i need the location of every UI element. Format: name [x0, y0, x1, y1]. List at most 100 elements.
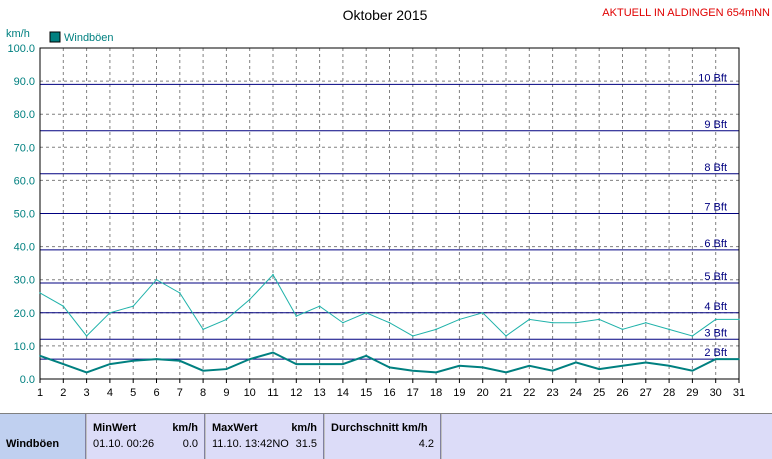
- legend-swatch: [49, 31, 61, 43]
- data-point: [458, 318, 461, 321]
- x-tick-label: 21: [500, 387, 512, 399]
- data-point: [295, 315, 298, 317]
- data-point: [691, 369, 694, 372]
- data-point: [85, 335, 88, 337]
- x-tick-label: 25: [593, 387, 605, 399]
- min-cell: MinWert km/h 01.10. 00:26 0.0: [87, 414, 205, 459]
- data-point: [179, 359, 181, 362]
- max-unit: km/h: [291, 422, 317, 434]
- y-tick-label: 20.0: [14, 308, 35, 320]
- x-tick-label: 2: [60, 387, 66, 399]
- max-date: 11.10. 13:42NO: [212, 438, 289, 450]
- x-tick-label: 5: [130, 387, 136, 399]
- empty-cell: [442, 414, 772, 459]
- x-tick-label: 20: [477, 387, 489, 399]
- beaufort-label: 8 Bft: [704, 162, 727, 174]
- y-tick-label: 10.0: [14, 341, 35, 353]
- x-tick-label: 18: [430, 387, 442, 399]
- data-point: [691, 335, 694, 337]
- data-point: [202, 328, 204, 331]
- y-tick-label: 40.0: [14, 242, 35, 254]
- data-point: [179, 292, 181, 294]
- data-point: [412, 369, 414, 372]
- data-point: [481, 312, 484, 314]
- data-point: [388, 366, 391, 369]
- data-point: [272, 351, 274, 354]
- x-tick-label: 8: [200, 387, 206, 399]
- data-point: [342, 363, 344, 365]
- x-tick-label: 30: [710, 387, 722, 399]
- data-point: [645, 361, 647, 364]
- x-tick-label: 28: [663, 387, 675, 399]
- data-point: [528, 318, 531, 321]
- legend-label: Windböen: [64, 32, 114, 44]
- beaufort-label: 10 Bft: [698, 72, 727, 84]
- data-point: [62, 305, 65, 307]
- data-point: [668, 364, 670, 367]
- data-point: [248, 298, 251, 301]
- beaufort-label: 4 Bft: [704, 301, 727, 313]
- x-tick-label: 4: [107, 387, 113, 399]
- data-point: [505, 335, 507, 337]
- beaufort-label: 9 Bft: [704, 119, 727, 131]
- y-tick-label: 50.0: [14, 209, 35, 221]
- avg-header: Durchschnitt km/h: [331, 422, 428, 434]
- data-point: [225, 368, 228, 370]
- beaufort-label: 3 Bft: [704, 327, 727, 339]
- x-tick-label: 17: [407, 387, 419, 399]
- y-tick-label: 60.0: [14, 175, 35, 187]
- min-header: MinWert: [93, 422, 137, 434]
- beaufort-label: 6 Bft: [704, 238, 727, 250]
- x-tick-label: 26: [616, 387, 628, 399]
- x-tick-label: 12: [290, 387, 302, 399]
- data-point: [621, 364, 624, 367]
- y-tick-label: 100.0: [7, 43, 35, 55]
- x-tick-label: 11: [267, 387, 278, 399]
- data-point: [109, 312, 111, 314]
- data-point: [109, 363, 111, 365]
- x-tick-label: 24: [570, 387, 582, 399]
- x-tick-label: 19: [453, 387, 465, 399]
- data-point: [365, 355, 368, 357]
- min-date: 01.10. 00:26: [93, 438, 155, 450]
- y-tick-label: 80.0: [14, 109, 35, 121]
- data-point: [342, 321, 344, 324]
- min-unit: km/h: [172, 422, 198, 434]
- x-tick-label: 14: [337, 387, 349, 399]
- x-tick-label: 15: [360, 387, 372, 399]
- x-tick-label: 9: [223, 387, 229, 399]
- data-point: [295, 363, 298, 365]
- data-point: [62, 363, 65, 365]
- data-point: [714, 318, 717, 321]
- chart-area: Oktober 2015 AKTUELL IN ALDINGEN 654mNN …: [6, 7, 770, 399]
- data-point: [39, 292, 41, 294]
- data-point: [318, 363, 321, 365]
- x-tick-label: 16: [383, 387, 395, 399]
- x-tick-label: 27: [640, 387, 652, 399]
- y-axis-unit: km/h: [6, 28, 30, 40]
- data-point: [248, 358, 251, 360]
- x-tick-label: 6: [153, 387, 159, 399]
- data-point: [481, 366, 484, 369]
- y-tick-label: 70.0: [14, 142, 35, 154]
- data-point: [551, 369, 554, 372]
- data-point: [39, 355, 41, 357]
- data-point: [225, 318, 228, 321]
- data-point: [621, 328, 624, 331]
- x-tick-label: 23: [546, 387, 558, 399]
- data-point: [435, 328, 437, 331]
- x-tick-label: 29: [686, 387, 698, 399]
- x-tick-label: 1: [37, 387, 43, 399]
- data-point: [155, 358, 158, 360]
- data-point: [132, 305, 134, 307]
- data-point: [575, 321, 577, 324]
- data-point: [575, 361, 577, 364]
- stats-row-label: Windböen: [6, 438, 60, 450]
- data-point: [85, 371, 88, 374]
- max-header: MaxWert: [212, 422, 258, 434]
- data-point: [458, 364, 461, 367]
- y-tick-label: 0.0: [20, 374, 35, 386]
- x-tick-label: 13: [313, 387, 325, 399]
- data-point: [738, 358, 740, 360]
- x-tick-label: 7: [177, 387, 183, 399]
